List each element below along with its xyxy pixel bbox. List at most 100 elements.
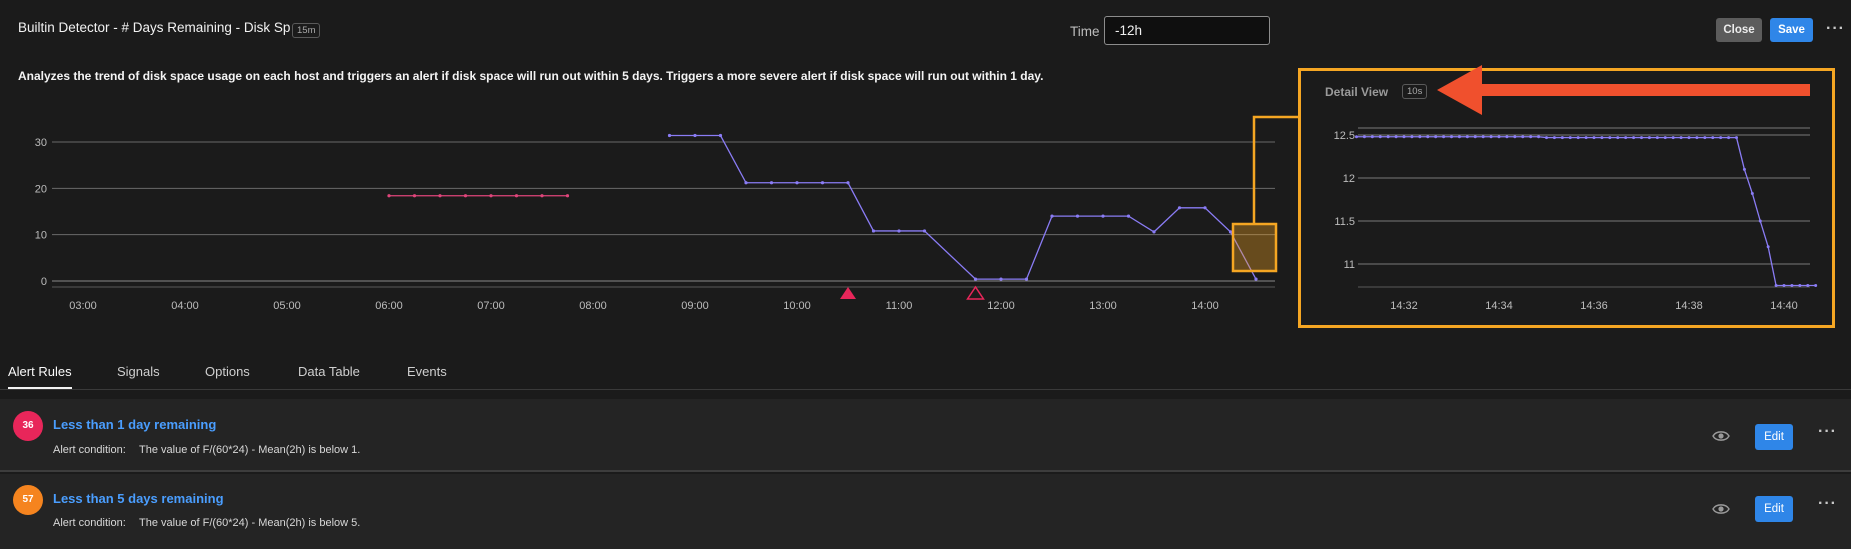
data-point xyxy=(1394,135,1398,139)
x-tick-label: 04:00 xyxy=(171,300,199,312)
x-tick-label: 13:00 xyxy=(1089,300,1117,312)
x-tick-label: 10:00 xyxy=(783,300,811,312)
tab-events[interactable]: Events xyxy=(407,364,447,379)
detail-view-resolution-badge: 10s xyxy=(1402,84,1428,99)
data-point xyxy=(1758,219,1762,223)
data-point xyxy=(412,194,417,198)
data-point xyxy=(1742,167,1746,171)
data-point xyxy=(1529,135,1533,139)
data-point xyxy=(1750,191,1754,195)
data-point xyxy=(1647,136,1651,140)
more-options-icon[interactable]: ··· xyxy=(1818,423,1837,440)
alert-rule-row: 36 Less than 1 day remaining Alert condi… xyxy=(0,399,1851,472)
eye-icon[interactable] xyxy=(1712,429,1730,443)
data-point xyxy=(1711,136,1715,140)
data-point xyxy=(1616,136,1620,140)
y-tick-label: 0 xyxy=(41,276,47,288)
close-button[interactable]: Close xyxy=(1716,18,1762,42)
data-point xyxy=(1790,284,1794,287)
detector-title: Builtin Detector - # Days Remaining - Di… xyxy=(18,20,291,35)
data-point xyxy=(1203,206,1207,210)
data-point xyxy=(1521,135,1525,139)
y-tick-label: 11 xyxy=(1344,259,1355,271)
zoom-region-box xyxy=(1231,222,1278,273)
y-tick-label: 10 xyxy=(35,230,47,242)
edit-button[interactable]: Edit xyxy=(1755,496,1793,522)
x-tick-label: 12:00 xyxy=(987,300,1015,312)
more-options-icon[interactable]: ··· xyxy=(1818,495,1837,512)
data-point xyxy=(1735,136,1738,140)
tab-options[interactable]: Options xyxy=(205,364,250,379)
tab-alert-rules[interactable]: Alert Rules xyxy=(8,364,72,389)
data-point xyxy=(1465,135,1469,139)
time-range-input[interactable] xyxy=(1104,16,1270,45)
data-point xyxy=(1695,136,1699,140)
alert-condition-text: The value of F/(60*24) - Mean(2h) is bel… xyxy=(139,444,361,456)
data-point xyxy=(1655,136,1659,140)
alert-rule-name-link[interactable]: Less than 5 days remaining xyxy=(53,491,224,506)
data-point xyxy=(1719,136,1723,140)
data-point xyxy=(1024,277,1029,281)
data-point xyxy=(1442,135,1446,139)
x-tick-label: 11:00 xyxy=(886,300,913,312)
data-point xyxy=(1450,135,1453,139)
data-point xyxy=(1552,136,1556,140)
data-point xyxy=(1418,135,1422,139)
chart-canvas[interactable]: 0 10 20 30 03:00 04:00 05:00 06:00 07:00 08:00 09:… xyxy=(0,0,1851,340)
x-tick-label: 08:00 xyxy=(579,300,607,312)
data-point xyxy=(1600,136,1604,140)
data-point xyxy=(1671,136,1675,140)
data-point xyxy=(1254,277,1258,281)
data-point xyxy=(1362,135,1366,139)
data-point xyxy=(744,181,748,185)
eye-icon[interactable] xyxy=(1712,502,1730,516)
x-tick-label: 06:00 xyxy=(375,300,403,312)
tab-signals[interactable]: Signals xyxy=(117,364,160,379)
data-point xyxy=(1560,136,1564,140)
data-point xyxy=(1126,214,1131,218)
y-tick-label: 30 xyxy=(35,137,47,149)
save-button[interactable]: Save xyxy=(1770,18,1813,42)
tab-data-table[interactable]: Data Table xyxy=(298,364,360,379)
data-point xyxy=(1576,136,1580,140)
x-tick-label: 14:32 xyxy=(1390,300,1418,312)
data-point xyxy=(667,133,672,138)
data-point xyxy=(1592,136,1596,140)
data-point xyxy=(1481,135,1485,139)
detector-description: Analyzes the trend of disk space usage o… xyxy=(18,69,1044,83)
edit-button[interactable]: Edit xyxy=(1755,424,1793,450)
data-point xyxy=(489,194,493,198)
data-point xyxy=(693,133,697,138)
data-point xyxy=(438,194,442,198)
alert-marker-cleared xyxy=(966,285,985,300)
data-point xyxy=(1537,135,1541,139)
x-tick-label: 09:00 xyxy=(681,300,709,312)
x-tick-label: 14:34 xyxy=(1485,300,1513,312)
alert-condition-text: The value of F/(60*24) - Mean(2h) is bel… xyxy=(139,517,361,529)
x-tick-label: 14:00 xyxy=(1191,300,1219,312)
data-point xyxy=(1378,135,1382,139)
data-point xyxy=(1513,135,1517,139)
data-point xyxy=(1152,230,1156,234)
data-point xyxy=(1663,136,1667,140)
more-options-icon[interactable]: ··· xyxy=(1826,20,1845,37)
alert-rule-name-link[interactable]: Less than 1 day remaining xyxy=(53,417,217,432)
x-tick-label: 14:38 xyxy=(1675,300,1703,312)
data-point xyxy=(1568,136,1572,140)
alert-count-badge: 57 xyxy=(13,485,43,515)
data-point xyxy=(1228,230,1233,234)
data-point xyxy=(565,194,570,198)
data-point xyxy=(1489,135,1493,139)
alert-marker-triggered xyxy=(840,287,856,299)
x-tick-label: 05:00 xyxy=(273,300,301,312)
data-point xyxy=(1101,214,1105,218)
data-point xyxy=(463,194,468,198)
data-point xyxy=(769,181,774,185)
time-label: Time xyxy=(1070,24,1100,39)
data-point xyxy=(1505,135,1509,139)
data-point xyxy=(999,277,1003,281)
data-point xyxy=(514,194,519,198)
zoom-connector xyxy=(1252,115,1298,224)
annotation-arrow xyxy=(1437,65,1810,115)
data-point xyxy=(1632,136,1636,140)
